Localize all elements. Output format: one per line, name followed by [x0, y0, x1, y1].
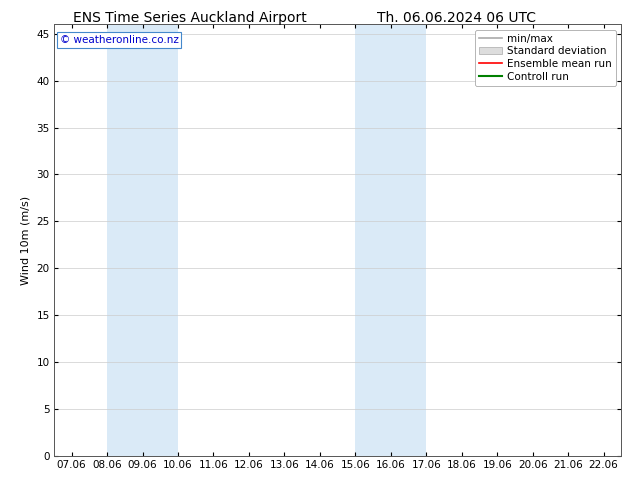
Text: Th. 06.06.2024 06 UTC: Th. 06.06.2024 06 UTC	[377, 11, 536, 25]
Bar	[107, 24, 178, 456]
Bar	[355, 24, 426, 456]
Legend: min/max, Standard deviation, Ensemble mean run, Controll run: min/max, Standard deviation, Ensemble me…	[475, 30, 616, 86]
Text: © weatheronline.co.nz: © weatheronline.co.nz	[60, 35, 178, 45]
Text: ENS Time Series Auckland Airport: ENS Time Series Auckland Airport	[74, 11, 307, 25]
Y-axis label: Wind 10m (m/s): Wind 10m (m/s)	[21, 196, 31, 285]
